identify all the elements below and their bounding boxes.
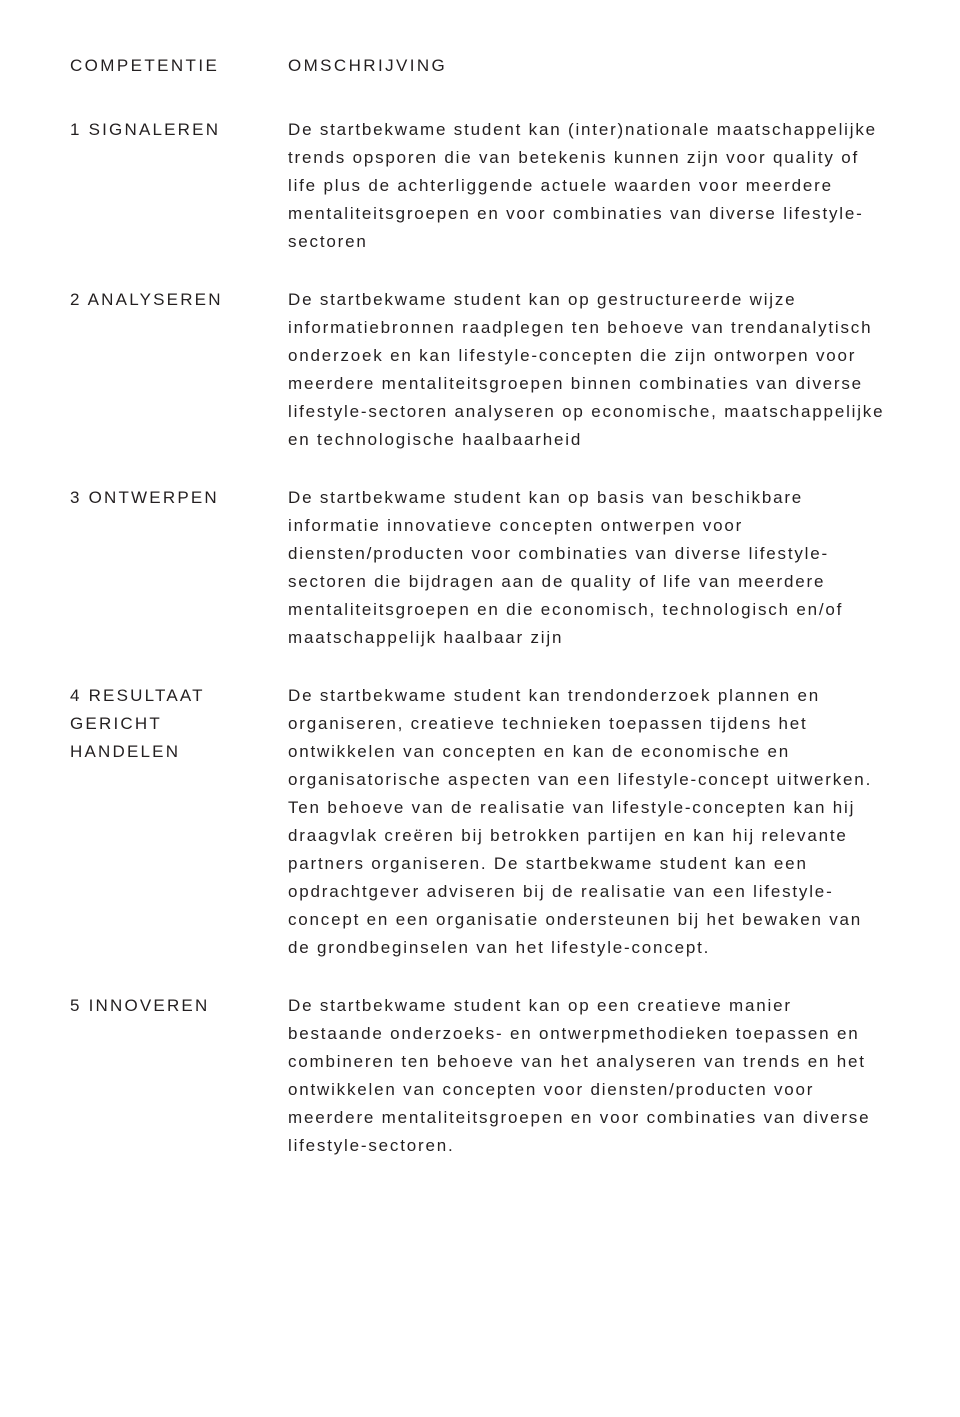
row-label-line: 4 RESULTAAT <box>70 686 205 705</box>
table-header-row: COMPETENTIE OMSCHRIJVING <box>70 52 890 80</box>
table-row: 2 ANALYSEREN De startbekwame student kan… <box>70 286 890 454</box>
row-text: De startbekwame student kan (inter)natio… <box>288 116 890 256</box>
row-label-line: HANDELEN <box>70 742 180 761</box>
row-text: De startbekwame student kan trendonderzo… <box>288 682 890 962</box>
row-label: 1 SIGNALEREN <box>70 116 288 256</box>
row-label-line: GERICHT <box>70 714 162 733</box>
table-row: 3 ONTWERPEN De startbekwame student kan … <box>70 484 890 652</box>
row-text: De startbekwame student kan op basis van… <box>288 484 890 652</box>
table-row: 1 SIGNALEREN De startbekwame student kan… <box>70 116 890 256</box>
row-text: De startbekwame student kan op een creat… <box>288 992 890 1160</box>
row-label: 4 RESULTAAT GERICHT HANDELEN <box>70 682 288 962</box>
document-page: COMPETENTIE OMSCHRIJVING 1 SIGNALEREN De… <box>0 0 960 1160</box>
row-label: 3 ONTWERPEN <box>70 484 288 652</box>
header-col-omschrijving: OMSCHRIJVING <box>288 52 890 80</box>
row-text: De startbekwame student kan op gestructu… <box>288 286 890 454</box>
header-col-competentie: COMPETENTIE <box>70 52 288 80</box>
table-row: 5 INNOVEREN De startbekwame student kan … <box>70 992 890 1160</box>
row-label: 2 ANALYSEREN <box>70 286 288 454</box>
row-label: 5 INNOVEREN <box>70 992 288 1160</box>
table-row: 4 RESULTAAT GERICHT HANDELEN De startbek… <box>70 682 890 962</box>
